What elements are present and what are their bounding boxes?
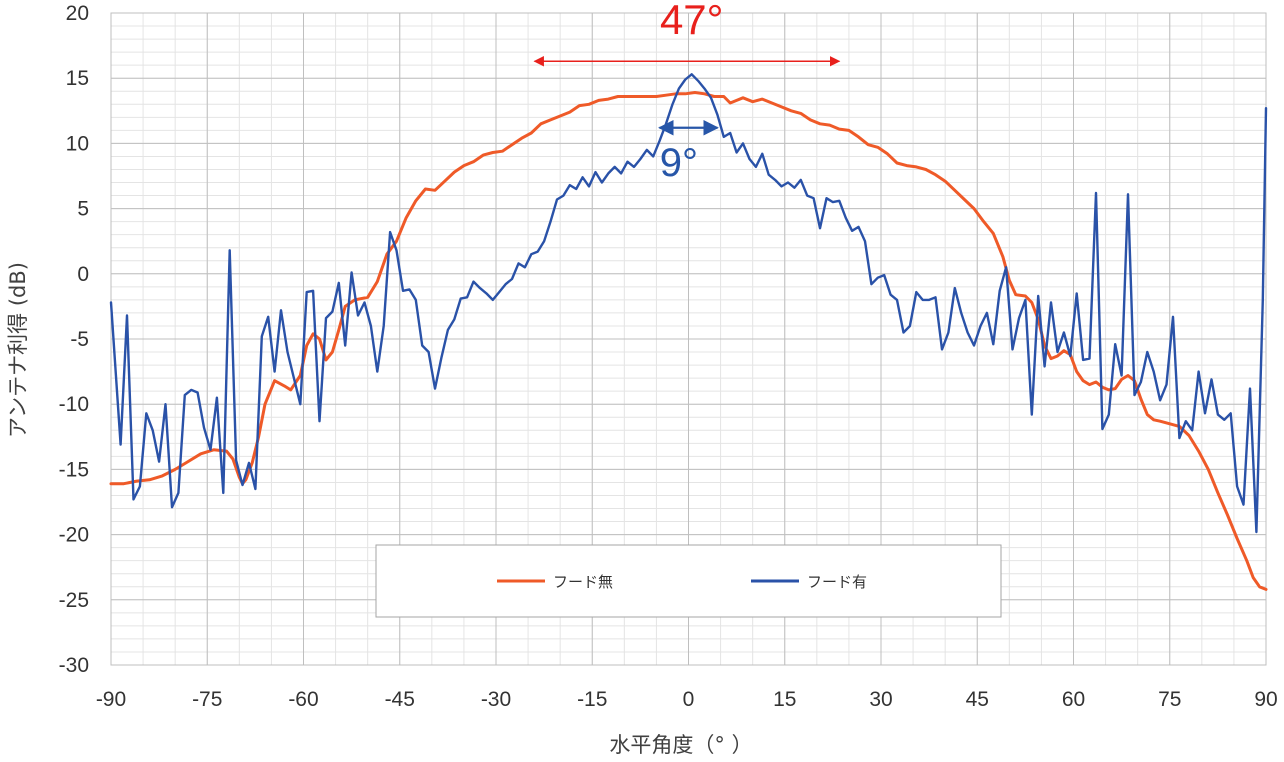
y-tick-label: 0 (77, 263, 89, 286)
x-axis-title: 水平角度（° ） (609, 733, 752, 757)
y-tick-label: -20 (59, 524, 89, 547)
x-tick-label: -75 (192, 688, 222, 711)
legend-label-hood-on: フード有 (807, 573, 867, 591)
y-tick-label: -10 (59, 393, 89, 416)
x-tick-label: 60 (1062, 688, 1085, 711)
x-tick-label: -15 (577, 688, 607, 711)
series-line-0 (109, 91, 1268, 591)
annotations: 47° 9° (533, 0, 841, 185)
series-line-1 (109, 73, 1268, 534)
legend-box (375, 544, 1002, 618)
x-axis-tick-labels: -90 -75 -60 -45 -30 -15 0 15 30 45 60 75 90 (96, 688, 1278, 711)
x-tick-label: 30 (869, 688, 892, 711)
x-tick-label: -30 (481, 688, 511, 711)
y-tick-label: -15 (59, 458, 89, 481)
data-series (109, 73, 1268, 591)
x-tick-label: -60 (288, 688, 318, 711)
y-axis-title: アンテナ利得 (dB) (6, 262, 30, 438)
y-tick-label: -5 (70, 328, 89, 351)
x-tick-label: 0 (683, 688, 695, 711)
x-tick-label: 15 (773, 688, 796, 711)
plot-area-frame (110, 12, 1267, 666)
x-tick-label: -45 (385, 688, 415, 711)
y-tick-label: 5 (77, 198, 89, 221)
annotation-label-0: 47° (660, 0, 724, 43)
y-tick-label: -25 (59, 589, 89, 612)
x-tick-label: 45 (966, 688, 989, 711)
legend: フード無 フード有 (375, 544, 1002, 618)
x-tick-label: -90 (96, 688, 126, 711)
annotation-label-1: 9° (660, 141, 698, 185)
y-tick-label: -30 (59, 654, 89, 677)
x-tick-label: 90 (1254, 688, 1277, 711)
y-tick-label: 20 (66, 2, 89, 25)
legend-label-hood-off: フード無 (553, 573, 613, 591)
x-tick-label: 75 (1158, 688, 1181, 711)
y-tick-label: 10 (66, 132, 89, 155)
y-tick-label: 15 (66, 67, 89, 90)
y-axis-tick-labels: 20 15 10 5 0 -5 -10 -15 -20 -25 -30 (59, 2, 89, 677)
